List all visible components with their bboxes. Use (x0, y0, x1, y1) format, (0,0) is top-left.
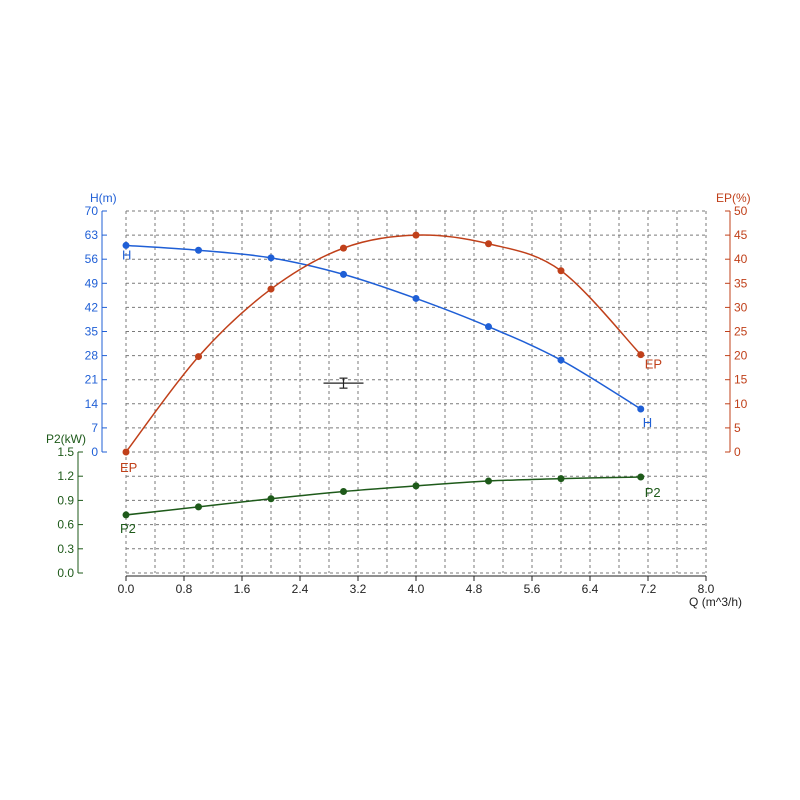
x-axis-tick-label: 0.8 (176, 582, 193, 596)
x-axis-tick-label: 7.2 (640, 582, 657, 596)
ep-axis-tick-label: 25 (734, 325, 748, 339)
p2-axis-tick-label: 0.6 (57, 518, 74, 532)
ep-axis-tick-label: 10 (734, 397, 748, 411)
x-axis-tick-label: 4.0 (408, 582, 425, 596)
x-axis-tick-label: 1.6 (234, 582, 251, 596)
data-point-h (412, 294, 420, 302)
data-point-p2 (557, 475, 565, 483)
x-axis-tick-label: 0.0 (118, 582, 135, 596)
data-point-h (267, 254, 275, 262)
h-axis-tick-label: 21 (85, 373, 99, 387)
data-point-p2 (195, 503, 202, 511)
h-axis-tick-label: 49 (85, 276, 99, 290)
data-point-ep (122, 448, 130, 456)
h-axis-tick-label: 70 (85, 204, 99, 218)
data-point-ep (340, 244, 347, 252)
data-point-ep (195, 353, 202, 361)
series-label-end-ep: EP (645, 357, 662, 372)
data-point-ep (485, 240, 492, 248)
data-point-p2 (412, 482, 420, 490)
ep-axis-tick-label: 50 (734, 204, 748, 218)
series-label-start-h: H (122, 247, 131, 262)
p2-axis-tick-label: 0.0 (57, 566, 74, 580)
series-label-start-ep: EP (120, 460, 137, 475)
ep-axis-tick-label: 0 (734, 445, 741, 459)
data-point-ep (267, 285, 275, 293)
p2-axis-tick-label: 0.9 (57, 493, 74, 507)
series-h (122, 241, 645, 413)
data-point-h (637, 405, 645, 413)
data-point-h (557, 356, 565, 364)
h-axis-tick-label: 28 (85, 349, 99, 363)
ep-axis-tick-label: 15 (734, 373, 748, 387)
series-label-end-h: H (643, 415, 652, 430)
series-p2 (122, 473, 645, 519)
h-axis-title: H(m) (90, 191, 117, 205)
data-point-ep (637, 351, 645, 359)
ep-axis-tick-label: 45 (734, 228, 748, 242)
data-point-h (485, 323, 492, 331)
h-axis-tick-label: 63 (85, 228, 99, 242)
p2-axis-title: P2(kW) (46, 432, 86, 446)
h-axis-tick-label: 35 (85, 325, 99, 339)
ep-axis-tick-label: 30 (734, 300, 748, 314)
data-point-h (340, 270, 347, 278)
x-axis-tick-label: 2.4 (292, 582, 309, 596)
h-axis-tick-label: 14 (85, 397, 99, 411)
p2-axis-tick-label: 1.2 (57, 469, 74, 483)
x-axis-tick-label: 4.8 (466, 582, 483, 596)
x-axis-tick-label: 5.6 (524, 582, 541, 596)
x-axis-tick-label: 8.0 (698, 582, 715, 596)
grid (125, 210, 707, 574)
data-point-ep (557, 267, 565, 275)
ep-axis-title: EP(%) (716, 191, 751, 205)
p2-axis-tick-label: 1.5 (57, 445, 74, 459)
data-point-p2 (340, 488, 347, 496)
ep-axis-tick-label: 35 (734, 276, 748, 290)
series-label-start-p2: P2 (120, 521, 136, 536)
h-axis-tick-label: 0 (91, 445, 98, 459)
ep-axis-tick-label: 20 (734, 349, 748, 363)
series-line-p2 (125, 476, 641, 516)
h-axis-tick-label: 56 (85, 252, 99, 266)
error-marker (323, 377, 364, 389)
h-axis-tick-label: 42 (85, 300, 99, 314)
series-label-end-p2: P2 (645, 485, 661, 500)
data-point-p2 (122, 511, 130, 519)
data-point-p2 (485, 477, 492, 485)
x-axis-tick-label: 6.4 (582, 582, 599, 596)
data-point-h (195, 246, 202, 254)
p2-axis-tick-label: 0.3 (57, 542, 74, 556)
series-ep (122, 231, 645, 456)
ep-axis-tick-label: 40 (734, 252, 748, 266)
data-point-ep (412, 231, 420, 239)
h-axis-tick-label: 7 (91, 421, 98, 435)
x-axis-tick-label: 3.2 (350, 582, 367, 596)
data-point-p2 (267, 495, 275, 503)
data-point-p2 (637, 473, 645, 481)
data-point-h (122, 241, 130, 249)
ep-axis-tick-label: 5 (734, 421, 741, 435)
x-axis-title: Q (m^3/h) (689, 595, 742, 609)
